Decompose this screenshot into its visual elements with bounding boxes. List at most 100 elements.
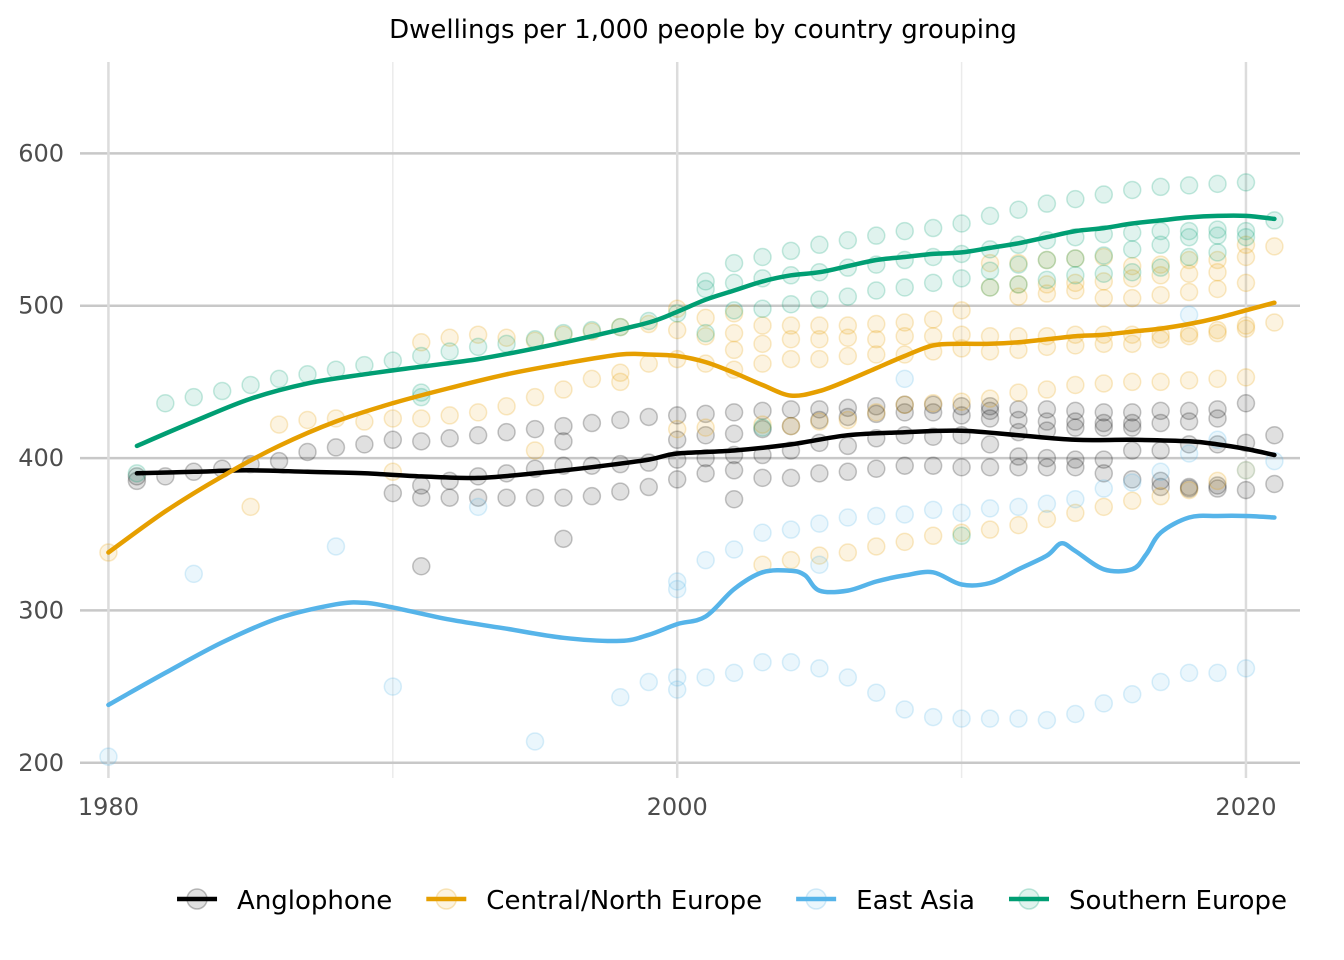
data-point — [1208, 479, 1227, 498]
data-point — [781, 652, 801, 672]
data-point — [838, 398, 858, 418]
data-point — [1066, 266, 1085, 285]
data-point — [838, 436, 858, 456]
data-point — [724, 301, 744, 320]
data-point — [838, 328, 858, 347]
data-point — [1236, 461, 1256, 480]
data-point — [298, 442, 317, 462]
data-point — [611, 410, 630, 430]
data-point — [1066, 336, 1085, 355]
data-point — [1208, 250, 1227, 270]
data-point — [412, 432, 431, 451]
data-point — [895, 326, 914, 346]
data-point — [1066, 249, 1085, 268]
data-point — [838, 346, 858, 366]
data-point — [1037, 400, 1057, 419]
data-point — [753, 299, 772, 319]
data-point — [1037, 270, 1057, 290]
data-point — [810, 330, 829, 349]
data-point — [1151, 372, 1170, 392]
data-point — [781, 520, 801, 539]
data-point — [1179, 401, 1199, 421]
data-point — [923, 310, 943, 329]
data-point — [1208, 476, 1227, 495]
data-point — [241, 375, 260, 395]
data-point — [1236, 227, 1256, 247]
data-point — [1066, 450, 1085, 469]
data-point — [1179, 250, 1199, 270]
data-point — [1066, 401, 1085, 421]
legend-item: Anglophone — [177, 886, 392, 916]
data-point — [1236, 461, 1256, 480]
data-point — [980, 520, 1000, 539]
data-point — [867, 330, 886, 349]
data-point — [867, 537, 886, 556]
data-point — [1208, 471, 1227, 491]
data-point — [1009, 709, 1028, 728]
data-point — [1122, 403, 1142, 422]
data-point — [1208, 369, 1227, 389]
data-point — [1236, 173, 1256, 192]
data-point — [810, 412, 829, 431]
data-point — [696, 404, 715, 424]
data-point — [1094, 185, 1114, 204]
data-point — [1066, 503, 1085, 523]
data-point — [383, 462, 403, 482]
legend-label: Anglophone — [237, 886, 392, 916]
data-point — [895, 532, 914, 552]
data-point — [952, 214, 971, 233]
data-point — [1009, 410, 1028, 430]
data-point — [298, 410, 317, 430]
data-point — [1151, 413, 1170, 433]
data-point — [1236, 480, 1256, 500]
data-point — [554, 380, 573, 399]
data-point — [980, 397, 1000, 416]
data-point — [696, 668, 715, 687]
data-point — [781, 550, 801, 570]
data-point — [1122, 240, 1142, 259]
data-point — [1179, 282, 1199, 302]
data-point — [468, 488, 488, 507]
data-point — [1179, 663, 1199, 683]
data-point — [1037, 250, 1057, 270]
data-point — [212, 381, 232, 401]
data-point — [895, 313, 914, 332]
data-point — [1122, 269, 1142, 288]
data-point — [412, 409, 431, 428]
data-point — [1066, 489, 1085, 509]
axes: 200 300 400 500 600 1980 2000 2020 — [18, 139, 1276, 821]
data-point — [667, 470, 687, 489]
data-point — [1066, 418, 1085, 437]
y-tick-label: 600 — [18, 139, 64, 167]
data-point — [1236, 221, 1256, 241]
data-point — [1094, 694, 1114, 713]
data-point — [525, 732, 545, 751]
data-point — [980, 261, 1000, 280]
data-point — [440, 488, 459, 507]
data-point — [1179, 444, 1199, 463]
data-point — [1009, 497, 1028, 517]
data-point — [895, 425, 914, 445]
data-point — [1066, 189, 1085, 209]
data-point — [355, 355, 374, 375]
data-point — [923, 395, 943, 415]
data-point — [1265, 237, 1284, 256]
data-point — [184, 387, 204, 407]
y-tick-label: 300 — [18, 596, 64, 624]
data-point — [1179, 371, 1199, 390]
data-point — [554, 432, 573, 451]
data-point — [667, 406, 687, 425]
data-point — [1094, 334, 1114, 354]
data-point — [753, 652, 772, 672]
data-point — [867, 506, 886, 526]
data-point — [895, 369, 914, 389]
legend: Anglophone Central/North Europe East Asia S… — [177, 886, 1287, 916]
x-tick-label: 2000 — [647, 793, 708, 821]
legend-item: East Asia — [796, 886, 975, 916]
data-point — [1122, 256, 1142, 276]
data-point — [923, 273, 943, 293]
data-point — [468, 425, 488, 445]
data-point — [1236, 393, 1256, 413]
data-point — [895, 403, 914, 422]
data-point — [440, 429, 459, 448]
